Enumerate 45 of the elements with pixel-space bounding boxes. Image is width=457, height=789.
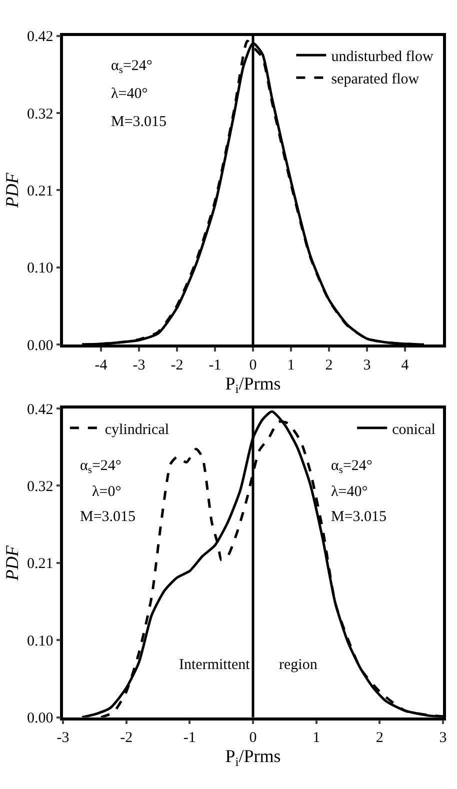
y-tick-label: 0.42 — [27, 29, 54, 46]
y-tick-label: 0.00 — [27, 710, 54, 727]
legend-label: cylindrical — [104, 422, 170, 438]
x-tick-label: -3 — [132, 357, 146, 374]
y-tick-label: 0.10 — [27, 260, 54, 277]
x-tick-label: 2 — [376, 730, 384, 746]
x-axis-title: P$_{i}$/Prms — [225, 746, 281, 769]
annotation: Intermittent — [179, 657, 251, 673]
annotation: α$_{s}$=24° — [80, 458, 122, 476]
y-tick-label: 0.32 — [27, 478, 54, 495]
x-axis-title: P$_{i}$/Prms — [225, 373, 281, 396]
x-tick-label: 0 — [249, 730, 257, 746]
y-axis-title: PDF — [2, 172, 22, 209]
x-tick-label: 4 — [401, 357, 410, 374]
y-tick-label: 0.10 — [27, 633, 54, 650]
x-tick-label: -3 — [56, 730, 70, 746]
annotation: λ=40° — [111, 86, 148, 102]
y-tick-label: 0.00 — [27, 338, 54, 354]
annotation: λ=40° — [331, 484, 368, 500]
x-tick-label: 3 — [363, 357, 371, 374]
y-axis-title: PDF — [2, 544, 22, 582]
y-tick-label: 0.42 — [27, 402, 54, 418]
annotation: α$_{s}$=24° — [111, 58, 152, 76]
x-tick-label: -2 — [170, 357, 184, 374]
legend-label: undisturbed flow — [331, 49, 434, 66]
x-tick-label: -2 — [120, 730, 133, 746]
annotation: region — [279, 657, 318, 673]
legend-label: conical — [392, 422, 436, 438]
x-tick-label: 1 — [312, 730, 320, 746]
x-tick-label: -4 — [94, 357, 108, 374]
x-tick-label: -1 — [208, 357, 222, 374]
x-tick-label: 1 — [287, 357, 295, 374]
legend-label: separated flow — [331, 72, 420, 88]
x-tick-label: 2 — [325, 357, 333, 374]
annotation: λ=0° — [92, 484, 122, 500]
y-tick-label: 0.32 — [27, 106, 54, 122]
annotation: M=3.015 — [80, 509, 136, 525]
y-tick-label: 0.21 — [27, 183, 54, 200]
y-tick-label: 0.21 — [27, 556, 54, 572]
annotation: α$_{s}$=24° — [331, 458, 372, 476]
x-tick-label: 0 — [249, 357, 257, 374]
x-tick-label: -1 — [183, 730, 196, 746]
x-tick-label: 3 — [439, 730, 447, 746]
annotation: M=3.015 — [331, 509, 387, 525]
annotation: M=3.015 — [111, 114, 167, 130]
